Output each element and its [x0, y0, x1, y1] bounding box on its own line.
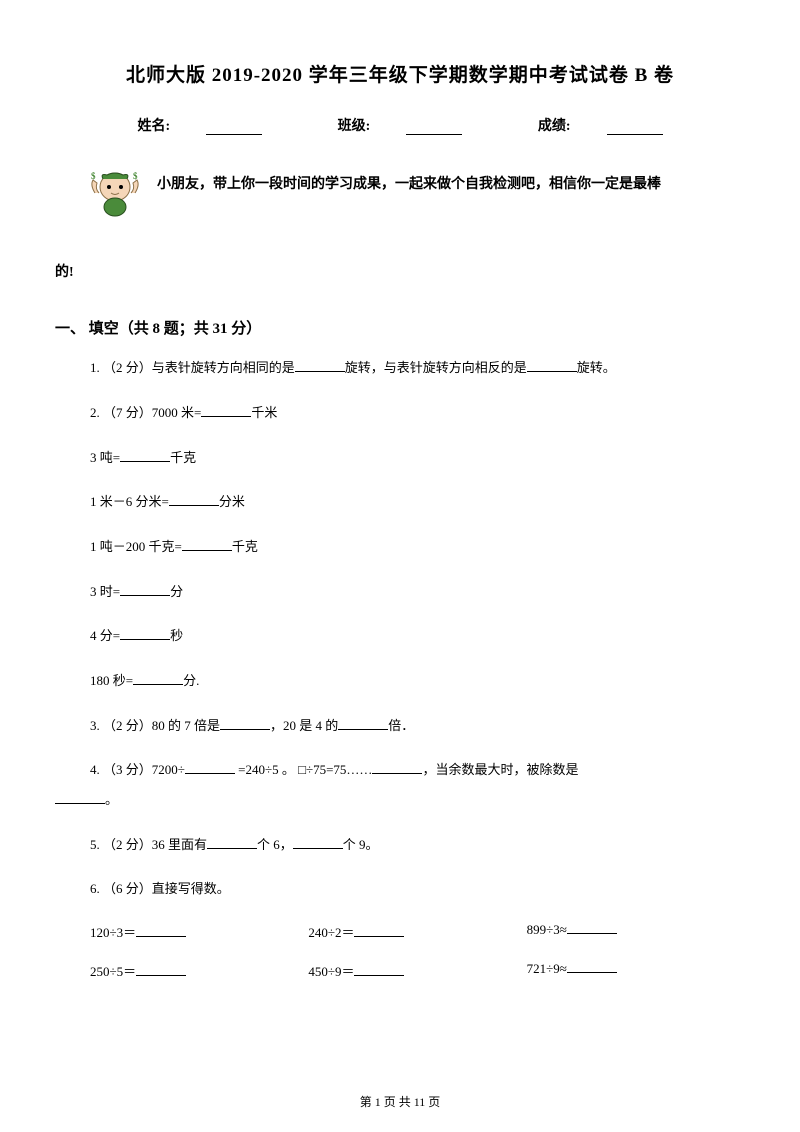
question-2-line2: 1 米－6 分米=分米 — [90, 490, 745, 515]
score-label: 成绩: — [520, 119, 681, 134]
page-title: 北师大版 2019-2020 学年三年级下学期数学期中考试试卷 B 卷 — [55, 60, 745, 87]
calc-1-1: 120÷3＝ — [90, 922, 308, 941]
question-1: 1. （2 分）与表针旋转方向相同的是旋转，与表针旋转方向相反的是旋转。 — [90, 356, 745, 381]
calc-2-1: 250÷5＝ — [90, 961, 308, 980]
class-label: 班级: — [320, 119, 481, 134]
info-line: 姓名: 班级: 成绩: — [55, 115, 745, 135]
calc-1-2: 240÷2＝ — [308, 922, 526, 941]
question-2: 2. （7 分）7000 米=千米 — [90, 401, 745, 426]
section-1-title: 一、 填空（共 8 题；共 31 分） — [55, 317, 745, 338]
intro-tail: 的! — [55, 253, 745, 292]
question-2-line6: 180 秒=分. — [90, 669, 745, 694]
question-5: 5. （2 分）36 里面有个 6，个 9。 — [90, 833, 745, 858]
question-4: 4. （3 分）7200÷ =240÷5 。 □÷75=75……，当余数最大时，… — [90, 758, 745, 783]
intro-text: 小朋友，带上你一段时间的学习成果，一起来做个自我检测吧，相信你一定是最棒 — [157, 177, 661, 192]
question-3: 3. （2 分）80 的 7 倍是，20 是 4 的倍． — [90, 714, 745, 739]
mascot-icon: $ $ — [85, 165, 145, 225]
page-footer: 第 1 页 共 11 页 — [0, 1093, 800, 1110]
intro-block: $ $ 小朋友，带上你一段时间的学习成果，一起来做个自我检测吧，相信你一定是最棒 — [55, 165, 745, 225]
calc-1-3: 899÷3≈ — [527, 922, 745, 941]
calc-row-2: 250÷5＝ 450÷9＝ 721÷9≈ — [90, 961, 745, 980]
calc-row-1: 120÷3＝ 240÷2＝ 899÷3≈ — [90, 922, 745, 941]
question-2-line3: 1 吨－200 千克=千克 — [90, 535, 745, 560]
name-label: 姓名: — [119, 119, 280, 134]
question-2-line1: 3 吨=千克 — [90, 446, 745, 471]
question-2-line4: 3 时=分 — [90, 580, 745, 605]
calc-2-2: 450÷9＝ — [308, 961, 526, 980]
question-4-cont: 。 — [55, 788, 745, 813]
question-6: 6. （6 分）直接写得数。 — [90, 877, 745, 902]
calc-2-3: 721÷9≈ — [527, 961, 745, 980]
svg-text:$: $ — [91, 171, 96, 181]
question-2-line5: 4 分=秒 — [90, 624, 745, 649]
svg-text:$: $ — [133, 171, 138, 181]
